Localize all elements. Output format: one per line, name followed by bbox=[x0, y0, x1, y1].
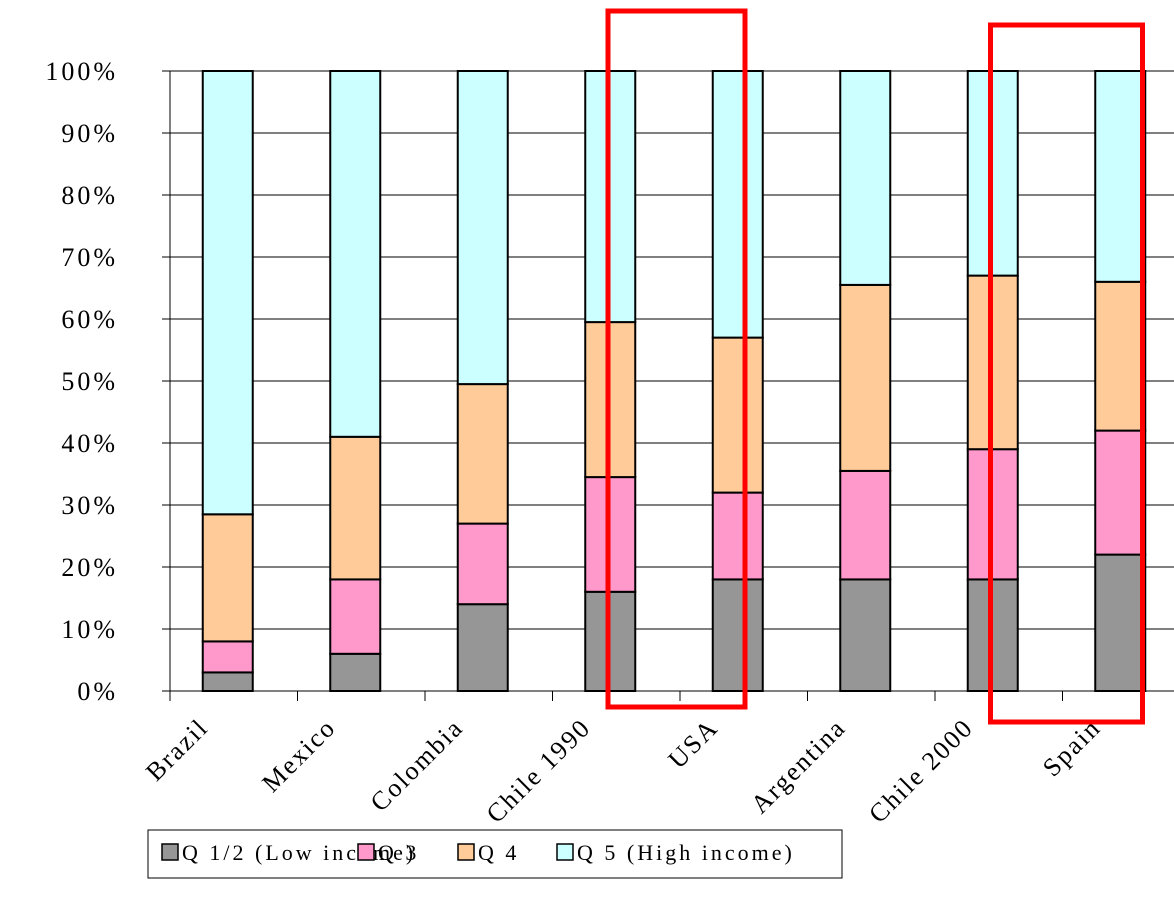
legend-swatch-q-5-high-income bbox=[556, 843, 574, 861]
y-tick-label: 0% bbox=[77, 677, 118, 706]
bar-usa-q-3 bbox=[711, 491, 764, 581]
bar-mexico-q-1-2-low-income bbox=[329, 652, 382, 692]
legend-frame bbox=[147, 829, 843, 879]
bar-usa-q-4 bbox=[711, 336, 764, 494]
y-tick-label: 80% bbox=[61, 181, 118, 210]
y-tick-label: 60% bbox=[61, 305, 118, 334]
highlight-box-chile-1990 bbox=[605, 8, 748, 710]
x-category-label: Chile 2000 bbox=[863, 713, 979, 829]
gridlines bbox=[170, 70, 1174, 630]
y-tick-label: 20% bbox=[61, 553, 118, 582]
legend-swatch-q-4 bbox=[457, 843, 475, 861]
y-tick-label: 40% bbox=[61, 429, 118, 458]
bar-argentina-q-3 bbox=[839, 469, 892, 581]
bar-argentina-q-4 bbox=[839, 283, 892, 472]
bar-argentina-q-1-2-low-income bbox=[839, 578, 892, 693]
bar-colombia-q-3 bbox=[456, 522, 509, 606]
bar-spain-q-4 bbox=[1094, 280, 1147, 432]
bar-colombia-q-4 bbox=[456, 383, 509, 525]
x-category-label: Colombia bbox=[365, 713, 469, 817]
legend-label-q-4: Q 4 bbox=[478, 840, 519, 865]
axes bbox=[162, 70, 1174, 701]
y-tick-label: 100% bbox=[45, 57, 118, 86]
bar-mexico-q-4 bbox=[329, 435, 382, 581]
bar-mexico-q-5-high-income bbox=[329, 70, 382, 438]
y-tick-label: 90% bbox=[61, 119, 118, 148]
legend-label-q-5-high-income: Q 5 (High income) bbox=[577, 840, 795, 865]
x-category-label: USA bbox=[662, 713, 724, 775]
bar-mexico-q-3 bbox=[329, 578, 382, 655]
y-tick-label: 10% bbox=[61, 615, 118, 644]
bar-spain-q-1-2-low-income bbox=[1094, 553, 1147, 692]
x-category-label: Argentina bbox=[745, 713, 851, 819]
bar-brazil-q-4 bbox=[201, 513, 254, 643]
highlight-box-chile-2000 bbox=[988, 22, 1145, 725]
x-category-label: Brazil bbox=[140, 713, 214, 787]
x-category-label: Chile 1990 bbox=[481, 713, 597, 829]
bar-spain-q-3 bbox=[1094, 429, 1147, 556]
bar-colombia-q-1-2-low-income bbox=[456, 603, 509, 693]
bar-brazil-q-5-high-income bbox=[201, 70, 254, 516]
x-category-labels: Brazil Mexico Colombia Chile 1990 USA Argenti… bbox=[140, 713, 1106, 829]
x-category-label: Mexico bbox=[256, 713, 341, 798]
bar-brazil-q-1-2-low-income bbox=[201, 671, 254, 693]
bar-brazil-q-3 bbox=[201, 640, 254, 674]
legend-swatch-q-3 bbox=[357, 843, 375, 861]
y-tick-labels: 0% 10% 20% 30% 40% 50% 60% 70% 80% 90% 100% bbox=[45, 57, 118, 706]
y-tick-label: 30% bbox=[61, 491, 118, 520]
y-tick-label: 70% bbox=[61, 243, 118, 272]
highlight-boxes bbox=[605, 8, 1145, 725]
bar-argentina-q-5-high-income bbox=[839, 70, 892, 286]
bar-colombia-q-5-high-income bbox=[456, 70, 509, 386]
y-tick-label: 50% bbox=[61, 367, 118, 396]
bar-spain-q-5-high-income bbox=[1094, 70, 1147, 283]
bar-usa-q-1-2-low-income bbox=[711, 578, 764, 693]
legend-swatch-q-1-2-low-income bbox=[161, 843, 179, 861]
bar-usa-q-5-high-income bbox=[711, 70, 764, 339]
legend-label-q-3: Q 3 bbox=[378, 840, 419, 865]
